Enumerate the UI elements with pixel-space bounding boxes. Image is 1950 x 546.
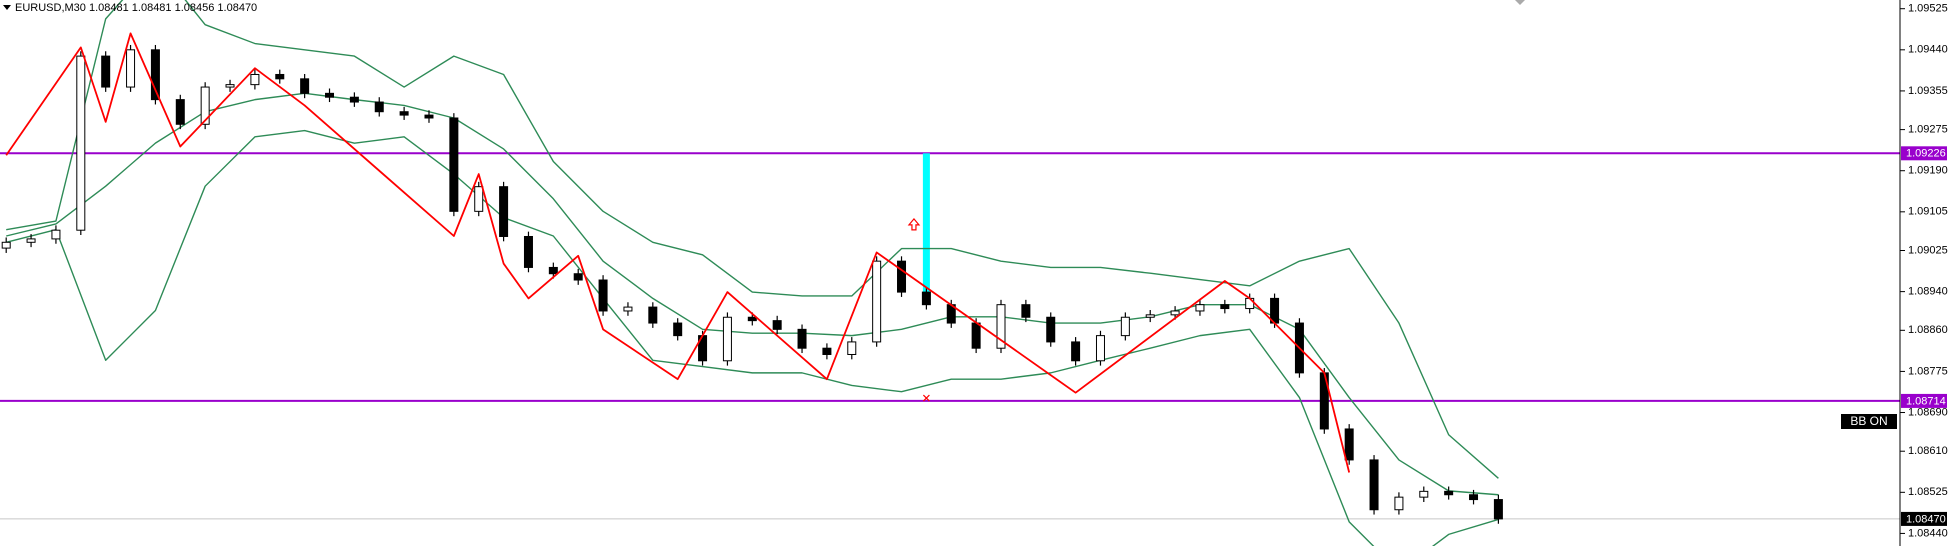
y-tick-label: 1.08860 [1908, 324, 1948, 336]
candle-body [399, 111, 409, 116]
candle-body [822, 347, 832, 355]
candle-body [101, 55, 111, 88]
candle-body [897, 260, 907, 293]
candle-body [996, 304, 1006, 349]
scroll-marker [1515, 0, 1525, 5]
y-tick-label: 1.09190 [1908, 165, 1948, 177]
candle-body [747, 316, 757, 322]
candle-body [150, 49, 160, 101]
y-tick-label: 1.08775 [1908, 365, 1948, 377]
candle-body [275, 73, 285, 80]
y-tick-label: 1.09440 [1908, 44, 1948, 56]
candle-body [449, 117, 459, 212]
y-tick-label: 1.09355 [1908, 85, 1948, 97]
candle-body [250, 73, 260, 86]
signal-bar [922, 153, 930, 297]
band-upper [6, 0, 1499, 479]
bb-button[interactable] [1841, 414, 1897, 429]
current-price-label: 1.08470 [1906, 513, 1946, 525]
candle-body [325, 92, 335, 98]
candle-body [1444, 490, 1454, 496]
y-tick-label: 1.09105 [1908, 206, 1948, 218]
candle-body [225, 84, 235, 88]
candle-body [1145, 314, 1155, 318]
price-axis: 1.09525 1.09440 1.09355 1.09275 1.09190 1.091… [1899, 0, 1948, 546]
candle-body [1344, 428, 1354, 461]
candle-body [1170, 310, 1180, 316]
candle-body [200, 86, 210, 125]
candle-body [971, 322, 981, 349]
price-box [1901, 393, 1947, 408]
candle-body [76, 55, 86, 231]
candle-body [1394, 496, 1404, 511]
candle-body [1071, 341, 1081, 362]
candle-body [598, 279, 608, 312]
candle-body [300, 78, 310, 94]
y-tick-label: 1.08690 [1908, 406, 1948, 418]
candle-body [1245, 297, 1255, 310]
candle-body [1021, 304, 1031, 318]
candle-body [499, 186, 509, 237]
candle-body [1493, 499, 1503, 520]
candle-body [1095, 335, 1105, 362]
y-tick-label: 1.08610 [1908, 445, 1948, 457]
candle-body [573, 273, 583, 281]
y-tick-label: 1.09275 [1908, 124, 1948, 136]
candle-body [548, 266, 558, 275]
candle-body [1369, 459, 1379, 511]
candle-body [648, 306, 658, 324]
zigzag [5, 32, 1351, 473]
price-box-label: 1.08714 [1906, 395, 1946, 407]
candle-body [1120, 316, 1130, 337]
candle-body [374, 101, 384, 113]
candle-body [523, 235, 533, 268]
current-price-box [1901, 511, 1947, 526]
plot-area [0, 0, 1900, 546]
y-tick-label: 1.09025 [1908, 244, 1948, 256]
marker-arrow-up [907, 217, 921, 231]
candle-body [1220, 304, 1230, 310]
candle-body [623, 306, 633, 312]
candle-body [1046, 316, 1056, 343]
candle-body [921, 291, 931, 306]
candle-body [772, 320, 782, 330]
band-lower [6, 129, 1499, 546]
y-tick-label: 1.08440 [1908, 527, 1948, 539]
y-tick-label: 1.08525 [1908, 486, 1948, 498]
bb-button-label[interactable]: BB ON [1850, 414, 1887, 428]
menu-triangle[interactable] [3, 5, 11, 10]
y-tick-label: 1.09525 [1908, 3, 1948, 15]
marker-cross [922, 394, 930, 402]
candle-body [673, 322, 683, 337]
candle-body [175, 99, 185, 125]
candle-body [1469, 494, 1479, 501]
candle-body [797, 328, 807, 349]
candle-body [51, 229, 61, 240]
candle-body [1195, 304, 1205, 312]
price-box [1901, 146, 1947, 161]
candle-body [1, 241, 11, 249]
y-tick-label: 1.08940 [1908, 286, 1948, 298]
candle-body [126, 49, 136, 88]
candle-body [349, 96, 359, 103]
candle-body [872, 260, 882, 343]
candle-body [847, 341, 857, 355]
candle-body [1419, 490, 1429, 498]
candle-body [722, 316, 732, 362]
price-box-label: 1.09226 [1906, 148, 1946, 160]
chart-title: EURUSD,M30 1.08481 1.08481 1.08456 1.084… [15, 2, 257, 14]
candle-body [424, 114, 434, 119]
candle-body [474, 186, 484, 212]
candle-body [26, 238, 36, 243]
